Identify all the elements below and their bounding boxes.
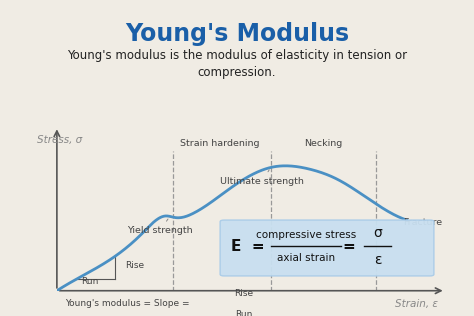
Text: Yield strength: Yield strength bbox=[127, 219, 192, 235]
Text: Strain, ε: Strain, ε bbox=[395, 299, 438, 309]
Text: Strain hardening: Strain hardening bbox=[181, 139, 260, 148]
Text: compressive stress: compressive stress bbox=[255, 230, 356, 240]
Text: =: = bbox=[342, 239, 355, 254]
Text: Stress, σ: Stress, σ bbox=[37, 135, 82, 145]
FancyBboxPatch shape bbox=[220, 220, 434, 276]
Text: E  =: E = bbox=[231, 239, 265, 254]
Text: ε: ε bbox=[374, 253, 381, 267]
Text: Rise: Rise bbox=[125, 261, 144, 270]
Text: Necking: Necking bbox=[304, 139, 342, 148]
Text: Young's modulus is the modulus of elasticity in tension or
compression.: Young's modulus is the modulus of elasti… bbox=[67, 49, 407, 79]
Text: Run: Run bbox=[81, 277, 99, 286]
Text: Young's Modulus: Young's Modulus bbox=[125, 22, 349, 46]
Text: Run: Run bbox=[235, 310, 252, 316]
Text: Young's modulus = Slope =: Young's modulus = Slope = bbox=[64, 299, 192, 308]
Text: Rise: Rise bbox=[234, 289, 253, 298]
Text: σ: σ bbox=[373, 226, 382, 240]
Text: Fracture: Fracture bbox=[403, 218, 442, 227]
Text: axial strain: axial strain bbox=[276, 253, 335, 263]
Text: Ultimate strength: Ultimate strength bbox=[220, 170, 304, 186]
